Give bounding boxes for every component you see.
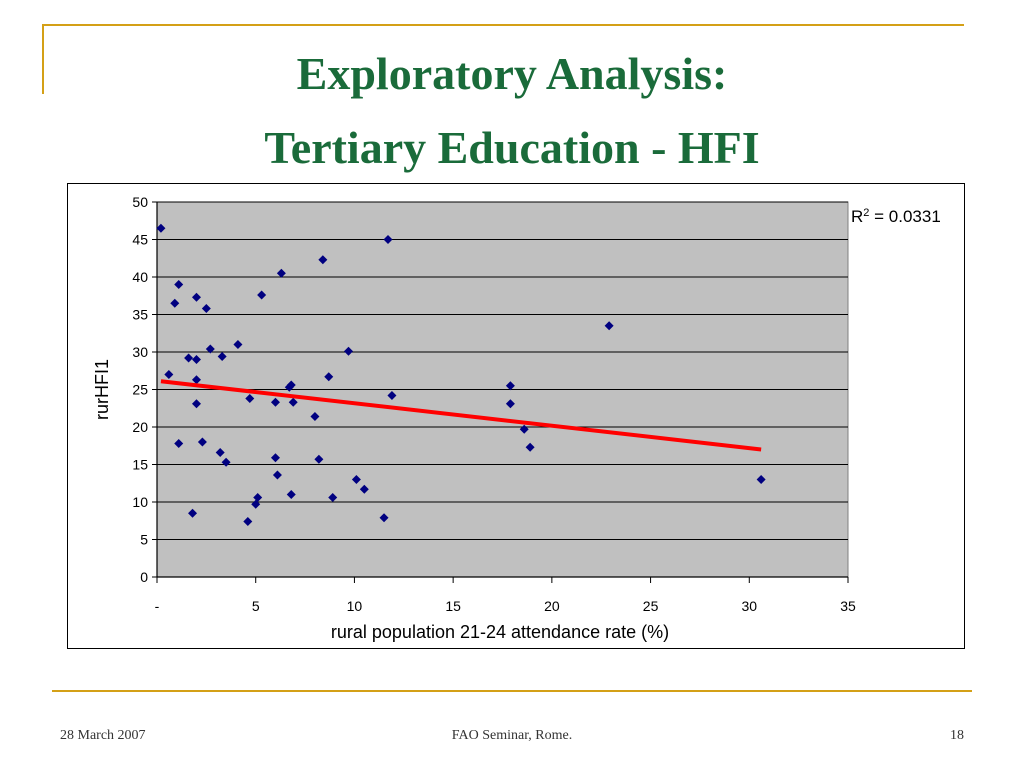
data-point: [604, 321, 614, 331]
x-tick-label: 20: [544, 598, 560, 614]
data-point: [243, 517, 253, 526]
data-point: [221, 457, 231, 467]
data-point: [217, 352, 227, 361]
gridlines: [157, 201, 848, 540]
x-tick-label: 25: [643, 598, 659, 614]
data-point: [270, 397, 280, 407]
data-point: [164, 370, 174, 379]
data-point: [383, 235, 393, 244]
chart-frame: 0 5 10 15 20 25 30 35 40 45 50 - 5 10 15 20 25 30 35 rurHF…: [67, 183, 965, 649]
data-point: [286, 380, 296, 390]
y-tick-label: 5: [140, 532, 148, 548]
top-accent-line: [42, 24, 964, 26]
data-point: [756, 475, 766, 484]
r2-prefix: R: [851, 207, 863, 226]
data-point: [253, 493, 263, 502]
data-point: [359, 484, 369, 494]
data-point: [272, 470, 282, 480]
data-point: [387, 391, 397, 400]
data-point: [245, 394, 255, 403]
data-point: [215, 448, 225, 457]
data-point: [191, 399, 201, 409]
data-point: [351, 475, 361, 484]
y-tick-label: 30: [132, 344, 148, 360]
data-point: [324, 372, 334, 382]
x-tick-label: 10: [347, 598, 363, 614]
y-tick-label: 35: [132, 307, 148, 323]
tick-labels: 0 5 10 15 20 25 30 35 40 45 50 - 5 10 15 20 25 30 35: [132, 194, 856, 614]
trendline: [160, 379, 762, 452]
x-axis-label: rural population 21-24 attendance rate (…: [331, 622, 669, 642]
left-accent-line: [42, 24, 44, 94]
data-point: [188, 508, 198, 518]
x-tick-label: 5: [252, 598, 260, 614]
axes: [152, 201, 849, 583]
y-tick-label: 25: [132, 382, 148, 398]
data-point: [191, 355, 201, 364]
data-point: [344, 346, 354, 356]
data-point: [314, 454, 324, 464]
y-tick-label: 45: [132, 232, 148, 248]
x-tick-label: 35: [840, 598, 856, 614]
data-point: [310, 412, 320, 421]
data-point: [184, 353, 194, 363]
data-point: [288, 397, 298, 407]
bottom-accent-line: [52, 690, 972, 692]
data-point: [205, 344, 215, 354]
y-tick-label: 0: [140, 569, 148, 585]
data-point: [328, 493, 338, 502]
slide-title-line-1: Exploratory Analysis:: [296, 48, 728, 99]
x-tick-label: 15: [445, 598, 461, 614]
data-point: [156, 223, 166, 233]
data-point: [170, 298, 180, 308]
page-number: 18: [950, 728, 964, 743]
scatter-chart: 0 5 10 15 20 25 30 35 40 45 50 - 5 10 15 20 25 30 35 rurHF…: [92, 194, 941, 642]
data-point: [257, 290, 267, 300]
data-point: [505, 399, 515, 409]
data-point: [197, 437, 207, 447]
y-tick-label: 40: [132, 269, 148, 285]
data-point: [505, 381, 515, 391]
data-point: [201, 304, 211, 313]
x-tick-label: 30: [741, 598, 757, 614]
x-tick-label: -: [155, 598, 160, 614]
r-squared-annotation: R2 = 0.0331: [851, 207, 941, 226]
data-point: [519, 424, 529, 434]
r2-superscript: 2: [863, 207, 869, 219]
data-point: [525, 442, 535, 452]
data-point: [270, 453, 280, 463]
data-point: [174, 280, 184, 289]
y-tick-label: 50: [132, 194, 148, 210]
r2-value: = 0.0331: [869, 207, 940, 226]
data-point: [379, 513, 389, 523]
slide-title-line-2: Tertiary Education - HFI: [264, 122, 760, 173]
y-tick-label: 20: [132, 419, 148, 435]
y-axis-label: rurHFI1: [92, 359, 112, 420]
data-point: [251, 499, 261, 509]
data-point: [276, 268, 286, 278]
data-point: [286, 490, 296, 499]
footer-date: 28 March 2007: [60, 728, 146, 743]
data-point: [191, 375, 201, 385]
data-point: [318, 255, 328, 265]
data-point: [233, 340, 243, 349]
data-point: [191, 292, 201, 302]
data-point: [174, 439, 184, 448]
footer-event: FAO Seminar, Rome.: [451, 728, 573, 743]
y-tick-label: 10: [132, 494, 148, 510]
y-tick-label: 15: [132, 457, 148, 473]
data-points: [156, 223, 766, 526]
